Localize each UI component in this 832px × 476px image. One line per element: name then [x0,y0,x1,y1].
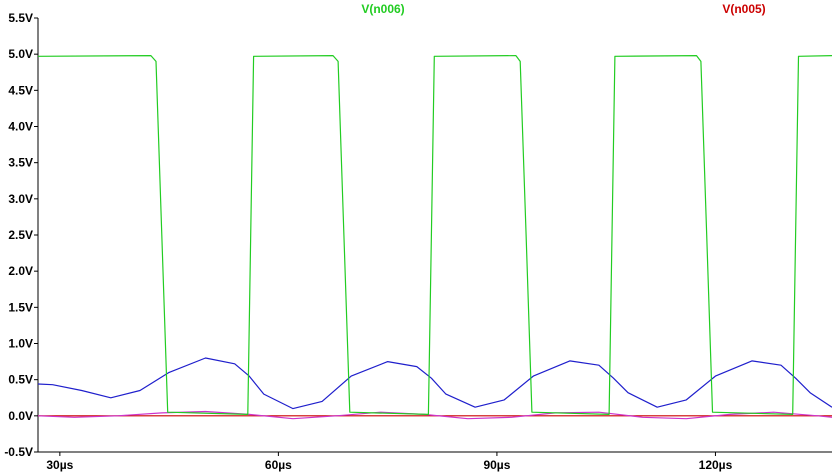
y-tick-label: 0.5V [8,373,33,387]
y-tick-label: 1.5V [8,300,33,314]
legend-entry: V(n006) [361,2,404,16]
y-tick-label: 4.0V [8,120,33,134]
y-tick-label: 0.0V [8,409,33,423]
y-tick-label: 2.0V [8,264,33,278]
legend-entry: V(n005) [722,2,765,16]
series-line-1 [37,357,832,410]
y-tick-label: 1.0V [8,337,33,351]
y-tick-label: 3.0V [8,192,33,206]
y-tick-label: 5.5V [8,11,33,25]
x-tick-label: 120µs [699,458,733,472]
x-tick-label: 90µs [483,458,510,472]
y-tick-label: 2.5V [8,228,33,242]
x-tick-label: 60µs [265,458,292,472]
x-tick-label: 30µs [46,458,73,472]
y-tick-label: -0.5V [4,445,33,459]
y-tick-label: 4.5V [8,83,33,97]
legend: V(n006) V(n005) [361,2,765,16]
series-layer [37,54,832,420]
axis-layer: -0.5V 0.0V 0.5V 1.0V 1.5V 2.0V 2.5V 3.0V 3.5V 4.0… [4,11,832,472]
y-tick-label: 5.0V [8,47,33,61]
y-tick-label: 3.5V [8,156,33,170]
series-line-v-n006 [37,54,832,415]
